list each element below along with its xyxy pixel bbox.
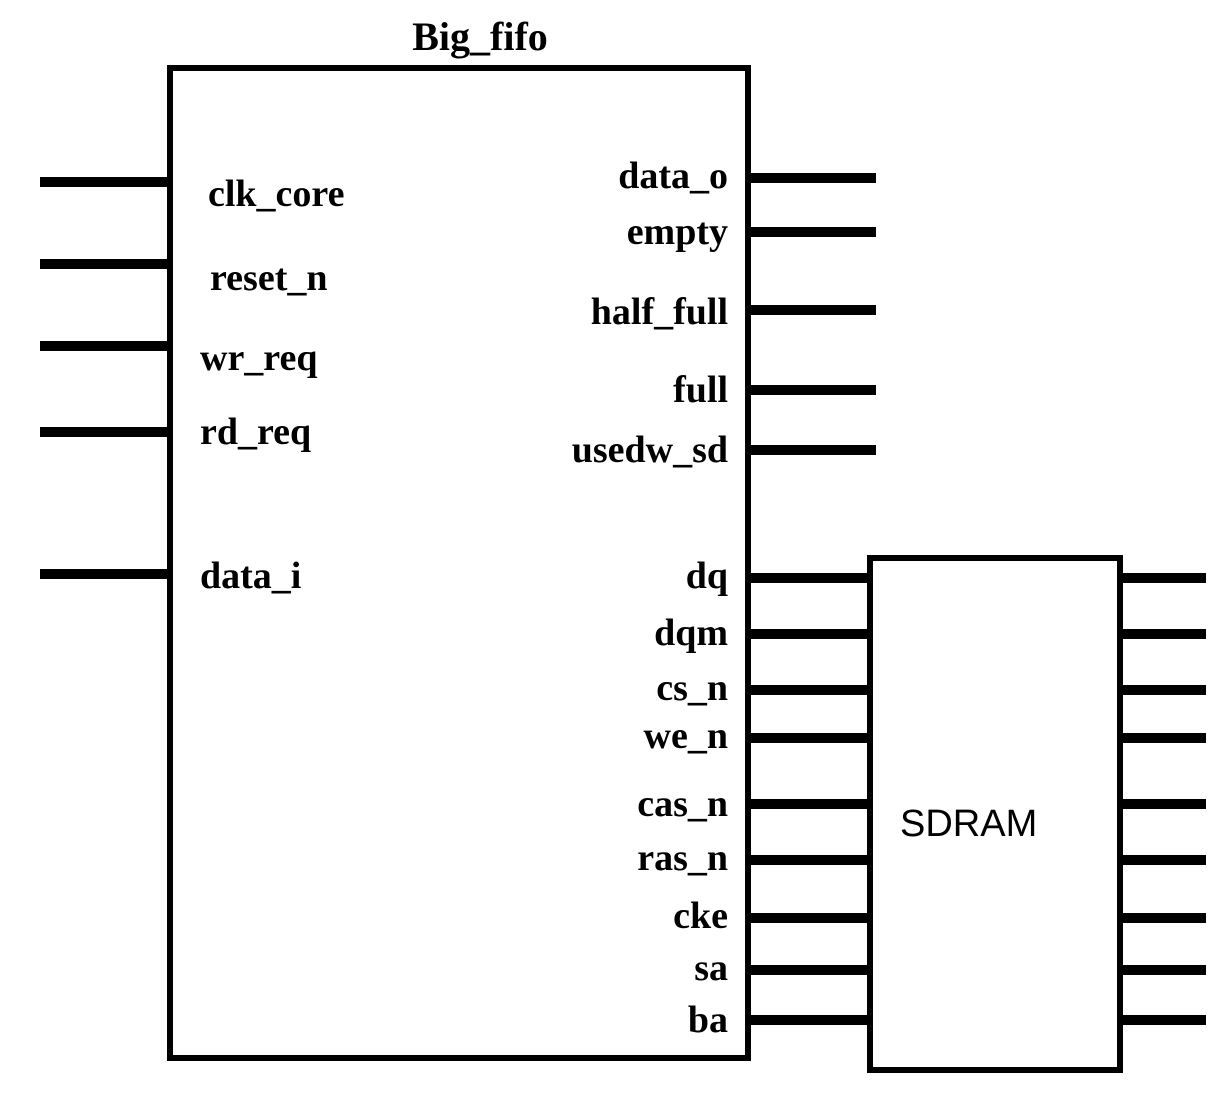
output-label-half_full: half_full [591,291,728,333]
input-label-rd_req: rd_req [200,411,311,453]
input-label-wr_req: wr_req [200,337,318,379]
big-fifo-title: Big_fifo [412,14,548,59]
sdram-port-label-ba: ba [688,999,728,1041]
output-top-labels: data_oempty half_fullfull usedw_sd [572,155,728,471]
sdram-label: SDRAM [900,803,1037,845]
to-sdram-wires [750,578,868,1020]
block-diagram: Big_fifo SDRAM clk_core reset_n wr_req rd_r… [0,0,1230,1104]
sdram-port-label-cke: cke [673,895,728,937]
sdram-port-label-we_n: we_n [644,715,728,757]
output-label-full: full [673,369,728,411]
input-labels: clk_core reset_n wr_req rd_req data_i [200,173,344,597]
sdram-right-wires [1122,578,1206,1020]
input-label-reset_n: reset_n [210,257,328,299]
output-top-wires [750,178,876,450]
sdram-port-label-cs_n: cs_n [656,667,728,709]
to-sdram-labels: dq dqm cs_n we_n cas_n ras_ncke sa ba [637,555,728,1041]
output-label-data_o: data_o [618,155,728,197]
output-label-empty: empty [627,211,728,253]
sdram-port-label-sa: sa [694,947,728,989]
sdram-port-label-dqm: dqm [654,612,728,654]
sdram-port-label-dq: dq [686,555,728,597]
input-label-clk_core: clk_core [208,173,344,215]
sdram-port-label-ras_n: ras_n [637,837,728,879]
sdram-port-label-cas_n: cas_n [637,783,728,825]
input-label-data_i: data_i [200,555,301,597]
output-label-usedw_sd: usedw_sd [572,429,728,471]
input-wires [40,182,168,574]
